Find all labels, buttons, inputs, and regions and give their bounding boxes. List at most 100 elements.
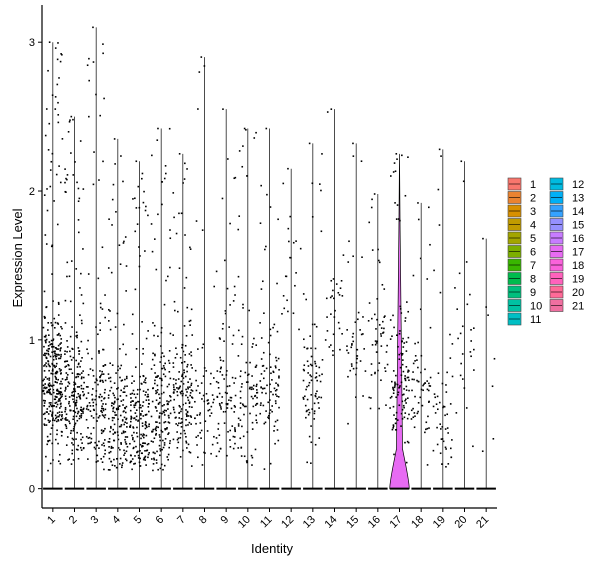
data-point bbox=[380, 345, 383, 347]
data-point bbox=[435, 403, 438, 405]
data-point bbox=[355, 373, 357, 376]
data-point bbox=[314, 395, 317, 398]
data-point bbox=[79, 365, 81, 368]
data-point bbox=[226, 454, 228, 457]
data-point bbox=[123, 323, 125, 326]
data-point bbox=[44, 417, 47, 420]
data-point bbox=[94, 441, 96, 444]
data-point bbox=[152, 463, 155, 465]
data-point bbox=[419, 257, 422, 260]
x-tick-label: 14 bbox=[322, 514, 339, 531]
data-point bbox=[168, 127, 171, 130]
data-point bbox=[147, 442, 150, 445]
x-tick-label: 2 bbox=[67, 514, 80, 527]
data-point bbox=[147, 410, 150, 413]
data-point bbox=[183, 287, 186, 289]
data-point bbox=[229, 222, 231, 225]
data-point bbox=[265, 410, 267, 412]
data-point bbox=[113, 423, 116, 426]
data-point bbox=[433, 269, 435, 272]
data-point bbox=[71, 442, 73, 444]
data-point bbox=[160, 327, 163, 329]
data-point bbox=[49, 410, 52, 412]
data-point bbox=[239, 397, 242, 399]
data-point bbox=[241, 383, 243, 385]
data-point bbox=[95, 395, 97, 397]
data-point bbox=[241, 403, 244, 406]
data-point bbox=[238, 150, 241, 152]
data-point bbox=[168, 422, 171, 424]
data-point bbox=[87, 339, 89, 342]
data-point bbox=[411, 389, 413, 392]
data-point bbox=[46, 390, 49, 393]
data-point bbox=[101, 395, 103, 398]
data-point bbox=[395, 396, 397, 399]
x-tick-label: 13 bbox=[301, 514, 318, 531]
data-point bbox=[126, 385, 128, 387]
x-tick-label: 21 bbox=[474, 514, 491, 531]
data-point bbox=[190, 416, 193, 418]
data-point bbox=[101, 379, 104, 382]
data-point bbox=[144, 421, 147, 423]
data-point bbox=[133, 393, 136, 396]
data-point bbox=[352, 142, 354, 145]
data-point bbox=[384, 315, 386, 317]
data-point bbox=[72, 398, 74, 401]
data-point bbox=[200, 429, 203, 432]
data-point bbox=[318, 374, 321, 377]
data-point bbox=[117, 387, 119, 389]
data-point bbox=[185, 388, 187, 391]
data-point bbox=[185, 442, 188, 444]
data-point bbox=[46, 408, 49, 410]
data-point bbox=[383, 288, 386, 290]
data-point bbox=[77, 375, 80, 378]
data-point bbox=[389, 338, 392, 340]
data-point bbox=[148, 452, 150, 454]
data-point bbox=[108, 452, 111, 454]
data-point bbox=[287, 310, 289, 313]
data-point bbox=[432, 405, 435, 408]
data-point bbox=[459, 374, 462, 377]
data-point bbox=[131, 434, 133, 437]
data-point bbox=[82, 391, 84, 393]
data-point bbox=[108, 417, 110, 420]
data-point bbox=[347, 422, 349, 425]
data-point bbox=[314, 443, 317, 446]
data-point bbox=[142, 352, 144, 355]
data-point bbox=[60, 338, 63, 340]
data-point bbox=[129, 461, 132, 464]
data-point bbox=[60, 347, 62, 349]
data-point bbox=[451, 439, 453, 441]
data-point bbox=[218, 434, 221, 437]
data-point bbox=[215, 270, 218, 273]
data-point bbox=[76, 419, 79, 422]
data-point bbox=[305, 416, 307, 419]
data-point bbox=[86, 405, 88, 408]
data-point bbox=[407, 397, 409, 399]
data-point bbox=[61, 138, 64, 140]
data-point bbox=[87, 373, 90, 376]
data-point bbox=[140, 437, 142, 440]
data-point bbox=[186, 391, 188, 393]
data-point bbox=[276, 429, 279, 431]
data-point bbox=[120, 380, 123, 382]
data-point bbox=[55, 365, 57, 367]
data-point bbox=[60, 355, 62, 358]
data-point bbox=[163, 414, 166, 416]
data-point bbox=[182, 392, 184, 395]
data-point bbox=[53, 365, 55, 367]
data-point bbox=[166, 402, 169, 405]
data-point bbox=[233, 177, 236, 180]
data-point bbox=[311, 182, 314, 185]
data-point bbox=[341, 332, 343, 335]
data-point bbox=[48, 439, 51, 442]
data-point bbox=[61, 383, 63, 385]
data-point bbox=[82, 408, 85, 411]
data-point bbox=[68, 368, 71, 371]
data-point bbox=[48, 369, 50, 372]
data-point bbox=[168, 446, 170, 449]
data-point bbox=[307, 384, 310, 387]
data-point bbox=[184, 162, 186, 165]
data-point bbox=[347, 375, 349, 378]
data-point bbox=[162, 391, 165, 394]
